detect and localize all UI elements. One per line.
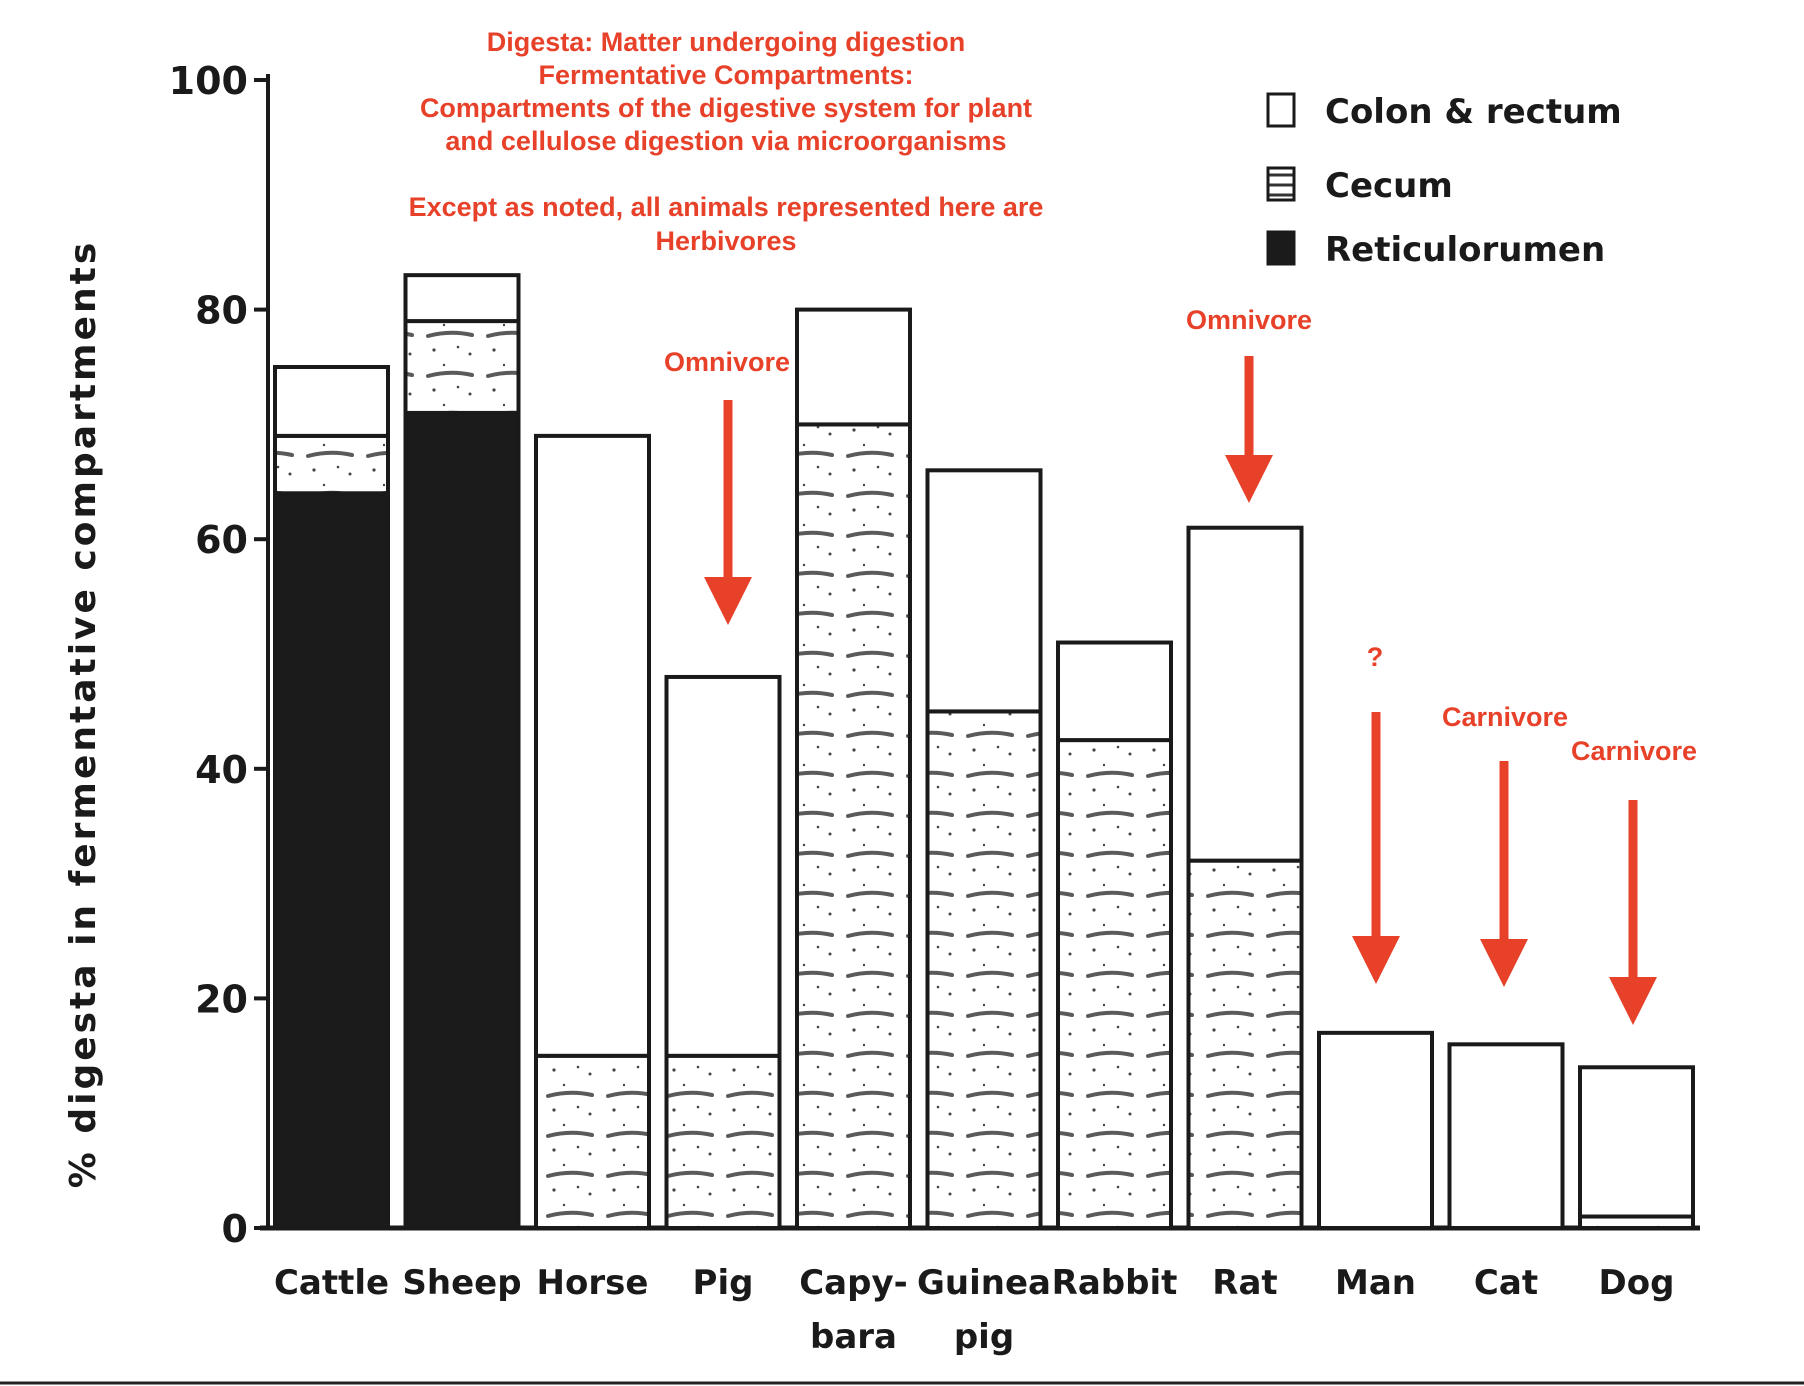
x-category-label: Rat	[1212, 1263, 1277, 1303]
bar-group-rabbit	[1056, 640, 1173, 1230]
annotation-label: Omnivore	[1186, 305, 1312, 335]
bar-group-cattle	[273, 365, 390, 1230]
bar-segment-reticulorumen	[403, 410, 521, 1231]
bar-group-rat	[1186, 525, 1304, 1230]
legend-label: Colon & rectum	[1325, 92, 1622, 132]
bar-segment-colon	[1186, 525, 1304, 863]
legend-label: Cecum	[1325, 166, 1453, 206]
bar-segment-colon	[1056, 640, 1173, 743]
bar-segment-colon	[1447, 1042, 1565, 1230]
annotation-man: ?	[1352, 642, 1400, 984]
y-tick-label: 60	[195, 518, 248, 562]
x-category-label: Man	[1335, 1263, 1416, 1303]
legend-swatch	[1266, 166, 1296, 202]
annotation-label: Omnivore	[664, 347, 790, 377]
bar-segment-reticulorumen	[273, 491, 390, 1230]
bar-group-cat	[1447, 1042, 1565, 1230]
axes: 0 20 40 60 80 100 % digesta in fermentative co…	[63, 59, 1700, 1251]
legend-swatch	[1266, 92, 1296, 128]
y-tick-label: 20	[195, 977, 248, 1021]
bar-segment-colon	[664, 674, 782, 1058]
y-tick-label: 0	[222, 1207, 248, 1251]
y-tick-label: 80	[195, 289, 248, 333]
note-line: Digesta: Matter undergoing digestion	[487, 27, 966, 57]
bar-segment-colon	[273, 365, 390, 438]
x-category-label: Rabbit	[1052, 1263, 1178, 1303]
bar-segment-cecum	[664, 1053, 782, 1231]
y-axis-label: % digesta in fermentative compartments	[63, 240, 104, 1189]
chart-notes: Digesta: Matter undergoing digestionFerm…	[409, 27, 1044, 256]
bar-group-pig	[664, 674, 782, 1231]
bar-segment-colon	[403, 273, 521, 324]
bar-segment-cecum	[795, 422, 912, 1230]
x-category-label: Guinea	[917, 1263, 1051, 1303]
x-category-label: bara	[810, 1317, 897, 1357]
note-line: Compartments of the digestive system for…	[420, 93, 1032, 123]
bar-segment-cecum	[1056, 738, 1173, 1230]
y-tick-label: 100	[169, 59, 248, 103]
bar-group-sheep	[403, 273, 521, 1231]
annotation-label: Carnivore	[1571, 736, 1697, 766]
x-category-label: Horse	[537, 1263, 649, 1303]
bar-segment-colon	[795, 307, 912, 427]
bar-segment-colon	[1578, 1065, 1695, 1219]
annotation-pig: Omnivore	[664, 347, 790, 625]
bar-group-dog	[1578, 1065, 1695, 1231]
arrow-down-icon	[1609, 977, 1657, 1025]
arrow-down-icon	[1225, 455, 1273, 503]
arrow-down-icon	[1352, 936, 1400, 984]
annotation-label: Carnivore	[1442, 702, 1568, 732]
x-category-label: pig	[954, 1317, 1014, 1357]
legend: Colon & rectum Cecum Reticulorumen	[1266, 92, 1622, 270]
x-category-label: Capy-	[799, 1263, 908, 1303]
note-line: Fermentative Compartments:	[538, 60, 913, 90]
bar-segment-cecum	[925, 709, 1043, 1230]
x-category-label: Dog	[1599, 1263, 1675, 1303]
bar-group-man	[1317, 1030, 1434, 1230]
bar-segment-colon	[534, 433, 651, 1058]
bar-segment-cecum	[534, 1053, 651, 1231]
arrow-down-icon	[1480, 939, 1528, 987]
note-line: and cellulose digestion via microorganis…	[445, 126, 1006, 156]
annotation-cat: Carnivore	[1442, 702, 1568, 987]
bar-group-guineapig	[925, 468, 1043, 1230]
bar-segment-colon	[925, 468, 1043, 714]
note-line: Except as noted, all animals represented…	[409, 192, 1044, 222]
note-line: Herbivores	[655, 226, 796, 256]
annotation-dog: Carnivore	[1571, 736, 1697, 1025]
category-labels: Cattle Sheep Horse Pig Capy-bara Guinea pig Rab…	[274, 1263, 1675, 1357]
bar-segment-cecum	[1186, 858, 1304, 1230]
bar-segment-cecum	[403, 319, 521, 415]
bar-group-horse	[534, 433, 651, 1231]
x-category-label: Cat	[1474, 1263, 1538, 1303]
bars	[273, 273, 1695, 1231]
y-tick-label: 40	[195, 748, 248, 792]
legend-label: Reticulorumen	[1325, 230, 1605, 270]
x-category-label: Pig	[693, 1263, 754, 1303]
bar-group-capybara	[795, 307, 912, 1230]
bar-segment-colon	[1317, 1030, 1434, 1230]
x-category-label: Sheep	[402, 1263, 521, 1303]
annotation-rat: Omnivore	[1186, 305, 1312, 503]
x-category-label: Cattle	[274, 1263, 389, 1303]
bar-segment-cecum	[273, 433, 390, 496]
annotation-label: ?	[1367, 642, 1384, 672]
legend-swatch	[1266, 230, 1296, 266]
arrow-down-icon	[704, 577, 752, 625]
